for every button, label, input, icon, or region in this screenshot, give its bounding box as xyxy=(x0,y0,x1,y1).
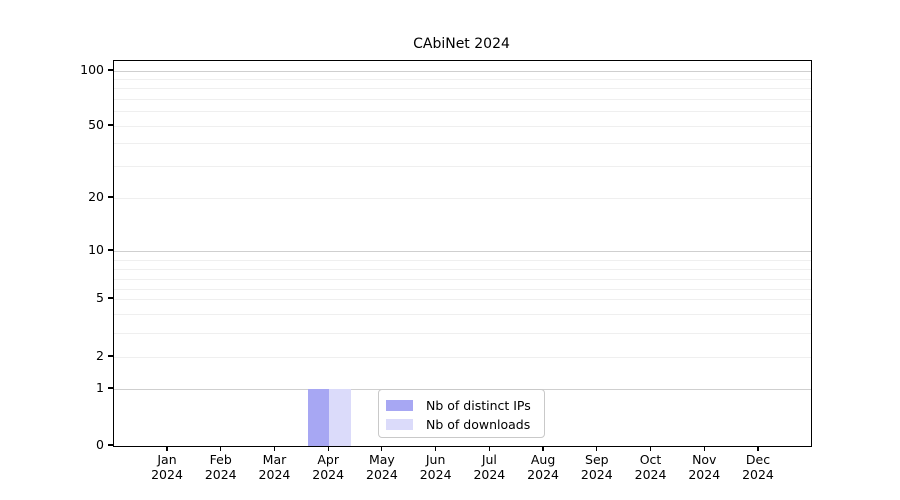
x-tick-mark xyxy=(596,446,598,451)
x-tick-label: Oct 2024 xyxy=(623,452,679,482)
x-tick-mark xyxy=(273,446,276,451)
y-tick-label: 2 xyxy=(96,348,104,363)
y-tick-label: 50 xyxy=(88,117,104,132)
x-tick-mark xyxy=(166,446,168,451)
x-tick-month: Jun xyxy=(425,452,446,467)
y-tick-label: 20 xyxy=(88,189,104,204)
gridline-minor xyxy=(114,314,811,315)
gridline-minor xyxy=(114,166,811,167)
x-tick-label: Jun 2024 xyxy=(408,452,464,482)
legend: Nb of distinct IPs Nb of downloads xyxy=(378,389,545,438)
x-tick-month: Apr xyxy=(317,452,339,467)
x-tick-month: Aug xyxy=(530,452,556,467)
x-tick-year: 2024 xyxy=(312,467,345,482)
gridline-minor xyxy=(114,259,811,261)
gridline-minor xyxy=(114,88,811,89)
y-tick-label: 100 xyxy=(80,62,104,77)
x-tick-label: Jan 2024 xyxy=(139,452,195,482)
x-tick-label: Mar 2024 xyxy=(246,452,302,482)
gridline-minor xyxy=(114,99,811,100)
legend-swatch-distinct-ips xyxy=(386,400,413,411)
y-tick-mark xyxy=(108,387,113,389)
x-tick-month: Nov xyxy=(692,452,717,467)
x-tick-label: Dec 2024 xyxy=(730,452,786,482)
x-tick-mark xyxy=(542,446,544,451)
x-tick-mark xyxy=(488,446,490,451)
x-tick-year: 2024 xyxy=(580,467,613,482)
x-tick-year: 2024 xyxy=(742,467,774,482)
bar-apr-series0 xyxy=(307,389,330,446)
x-tick-year: 2024 xyxy=(419,467,452,482)
y-tick-mark xyxy=(108,196,113,198)
gridline-minor xyxy=(114,198,811,199)
x-tick-label: Feb 2024 xyxy=(193,452,249,482)
x-tick-month: May xyxy=(368,452,395,467)
x-tick-label: Aug 2024 xyxy=(515,452,571,482)
y-tick-mark xyxy=(108,249,113,251)
x-tick-month: Jan xyxy=(157,452,177,467)
legend-swatch-downloads xyxy=(386,419,413,430)
x-tick-mark xyxy=(757,446,759,451)
x-tick-year: 2024 xyxy=(204,467,237,482)
gridline-minor xyxy=(114,299,811,300)
x-tick-year: 2024 xyxy=(688,467,721,482)
bar-apr-series1 xyxy=(329,389,351,446)
x-tick-month: Dec xyxy=(745,452,771,467)
x-tick-year: 2024 xyxy=(151,467,183,482)
x-tick-mark xyxy=(703,446,705,451)
y-tick-label: 0 xyxy=(96,437,104,452)
y-tick-label: 1 xyxy=(96,380,104,395)
gridline-minor xyxy=(114,111,811,112)
gridline-minor xyxy=(114,289,811,290)
legend-entry-distinct-ips: Nb of distinct IPs xyxy=(386,396,536,415)
y-tick-mark xyxy=(108,444,113,446)
gridline-minor xyxy=(114,279,811,280)
x-tick-label: Apr 2024 xyxy=(300,452,356,482)
y-tick-mark xyxy=(108,355,113,357)
y-tick-mark xyxy=(108,124,113,126)
gridline-minor xyxy=(114,126,811,127)
x-tick-label: Jul 2024 xyxy=(461,452,517,482)
x-tick-year: 2024 xyxy=(258,467,291,482)
legend-label-downloads: Nb of downloads xyxy=(426,417,531,432)
gridline-major xyxy=(114,251,811,252)
x-tick-year: 2024 xyxy=(366,467,398,482)
x-tick-month: Oct xyxy=(639,452,662,467)
x-tick-month: Feb xyxy=(209,452,232,467)
gridline-minor xyxy=(114,357,811,358)
y-tick-label: 5 xyxy=(96,290,104,305)
y-tick-mark xyxy=(108,69,113,71)
gridline-minor xyxy=(114,269,811,270)
x-tick-month: Sep xyxy=(585,452,609,467)
x-tick-year: 2024 xyxy=(527,467,559,482)
plot-area xyxy=(113,60,812,447)
x-tick-mark xyxy=(220,446,222,451)
x-tick-mark xyxy=(435,446,437,451)
legend-label-distinct-ips: Nb of distinct IPs xyxy=(426,398,531,413)
legend-entry-downloads: Nb of downloads xyxy=(386,415,536,434)
x-tick-mark xyxy=(649,446,652,451)
gridline-major xyxy=(114,71,811,72)
x-tick-label: Sep 2024 xyxy=(569,452,625,482)
y-tick-mark xyxy=(108,297,113,299)
y-tick-label: 10 xyxy=(88,242,104,257)
x-tick-year: 2024 xyxy=(473,467,506,482)
x-tick-month: Mar xyxy=(262,452,287,467)
x-tick-label: May 2024 xyxy=(354,452,410,482)
chart-title: CAbiNet 2024 xyxy=(413,36,510,52)
gridline-minor xyxy=(114,143,811,144)
gridline-minor xyxy=(114,79,811,80)
gridline-minor xyxy=(114,333,811,334)
x-tick-mark xyxy=(381,446,383,451)
x-tick-month: Jul xyxy=(481,452,497,467)
x-tick-year: 2024 xyxy=(634,467,667,482)
x-tick-label: Nov 2024 xyxy=(676,452,732,482)
x-tick-mark xyxy=(327,446,329,451)
